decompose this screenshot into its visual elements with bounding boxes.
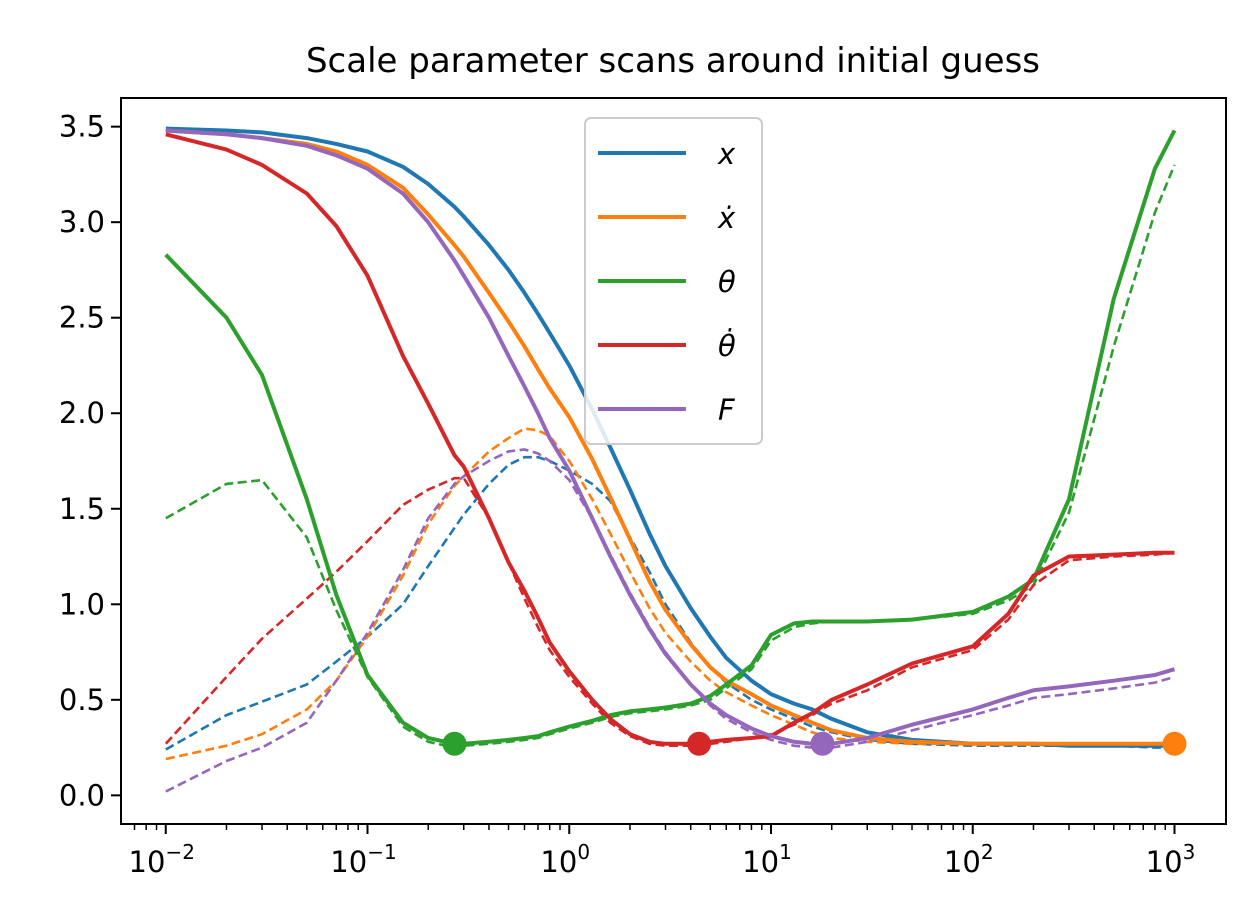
legend: xẋθ θ̇ F — [584, 117, 763, 445]
minimum-marker — [810, 731, 835, 756]
plot-frame — [120, 97, 1227, 825]
x-axis: 10−2 10−1 100 101 102 103 — [129, 824, 1196, 879]
minimum-marker — [442, 731, 467, 756]
y-tick-label: 3.0 — [59, 205, 105, 239]
marker-layer — [442, 731, 1187, 756]
x-tick-label: 10−2 — [129, 840, 195, 879]
legend-label: x — [717, 137, 736, 171]
y-tick-label: 0.5 — [59, 683, 105, 717]
x-tick-label: 100 — [540, 840, 590, 879]
legend-label: θ — [718, 265, 736, 299]
y-tick-label: 0.0 — [59, 778, 105, 812]
x-tick-label: 102 — [944, 840, 994, 879]
y-tick-label: 3.5 — [59, 110, 105, 144]
y-tick-label: 2.5 — [59, 301, 105, 335]
minimum-marker — [687, 731, 712, 756]
legend-label: ẋ — [717, 201, 736, 235]
x-tick-label: 101 — [742, 840, 792, 879]
y-tick-label: 2.0 — [59, 396, 105, 430]
y-axis: 0.0 0.5 1.0 1.5 2.0 2.5 3.0 3.5 — [59, 110, 121, 812]
x-tick-label: 10−1 — [330, 840, 396, 879]
legend-label: θ̇ — [718, 329, 736, 363]
chart-title: Scale parameter scans around initial gue… — [306, 41, 1040, 81]
x-tick-label: 103 — [1146, 840, 1196, 879]
series-solid-line — [165, 132, 1175, 746]
series-solid-line — [164, 129, 1177, 746]
series-layer — [164, 126, 1177, 793]
y-tick-label: 1.5 — [59, 492, 105, 526]
y-tick-label: 1.0 — [59, 587, 105, 621]
minimum-marker — [1162, 731, 1187, 756]
series-solid-line — [165, 128, 1175, 746]
series-dashed-line — [164, 476, 1175, 747]
series-dashed-line — [165, 455, 1175, 751]
series-solid-line — [165, 128, 1176, 746]
legend-label: F — [718, 393, 736, 427]
